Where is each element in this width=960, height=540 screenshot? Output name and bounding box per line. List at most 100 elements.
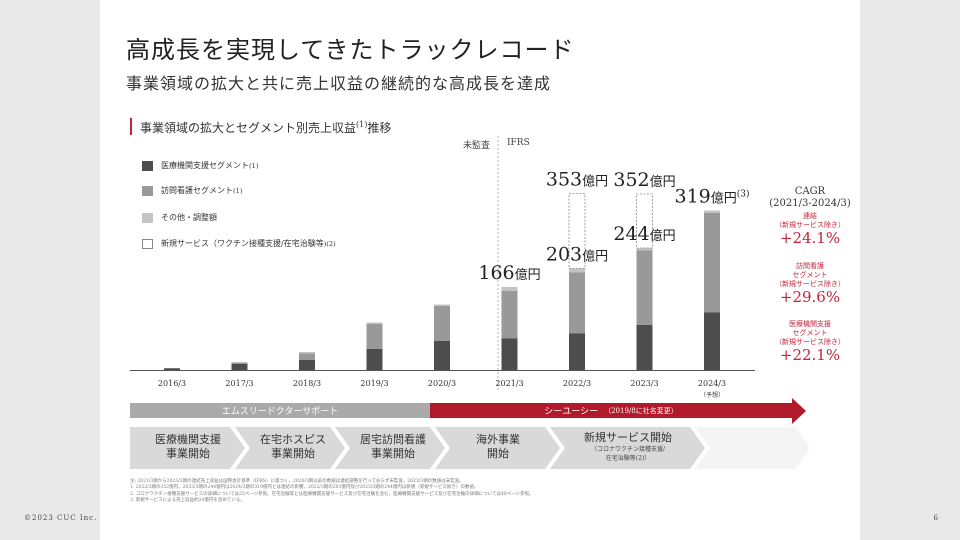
legend-item-nursing: 訪問看護セグメント (1) [142,185,242,196]
bar-2019-3-series-0 [366,349,383,370]
phase-3-line2: 事業開始 [371,447,415,460]
section-title-sup: (1) [356,120,368,129]
era-red-label: シーユーシー [544,407,599,417]
phase-home-hospice: 在宅ホスピス 事業開始 [243,426,343,468]
era-grey-label: エムスリードクターサポート [221,407,339,417]
phase-chevron-5 [550,427,705,469]
phase-2-line2: 事業開始 [271,447,315,460]
legend-sup-medical: (1) [249,161,259,170]
phase-chevron-1 [130,427,245,469]
era-arrow-head [792,398,806,424]
cagr-period: (2021/3-2024/3) [769,198,851,209]
cagr-nursing-label: 訪問看護 セグメント （新規サービス除き） [775,262,845,288]
cagr-consolidated-value: +24.1% [779,229,841,247]
phase-chevron-3 [335,427,445,469]
tick-label-2021-3: 2021/3 [495,379,523,388]
page-title: 高成長を実現してきたトラックレコード [126,36,575,64]
legend-swatch-new-service [142,238,153,249]
cagr-title: CAGR [794,186,826,197]
bar-2022-3-series-0 [569,333,585,370]
section-title-text: 事業領域の拡大とセグメント別売上収益 [140,121,357,135]
tick-label-2022-3: 2022/3 [563,379,591,388]
bar-2023-3-series-2 [636,248,653,251]
bar-2019-3-series-1 [366,324,383,349]
phase-new-services: 新規サービス開始 （コロナワクチン接種支援/ 在宅治験等(2)） [558,426,698,468]
bar-2018-3-series-0 [299,360,315,370]
footnote-2: 2. コロナワクチン接種支援サービスの詳細については25ページ参照。在宅治験等と… [130,491,534,497]
bar-2020-3-series-2 [434,304,450,306]
page-number: 6 [933,514,938,522]
phase-4-line1: 海外事業 [476,433,520,446]
cagr-medical-value: +22.1% [779,346,841,364]
era-bar-cuc: シーユーシー （2019/8に社名変更） [430,403,792,418]
legend-swatch-nursing [142,185,153,196]
footnote-3: 3. 新規サービスによる売上収益約24億円を含めている。 [130,498,245,504]
legend-label-nursing: 訪問看護セグメント [161,186,233,195]
bar-2017-3-series-2 [231,362,248,363]
bar-2018-3-series-2 [299,352,315,354]
cagr-consolidated: 連結 （新規サービス除き） +24.1% [760,212,860,247]
bar-2024-3-series-2 [704,210,720,213]
bar-label-2023-3-3: 244億円 [613,223,675,245]
ifrs-label: IFRS [507,138,530,148]
legend-sup-new-service: )(2) [323,239,336,248]
bar-2021-3-series-2 [501,287,518,291]
tick-label-2016-3: 2016/3 [158,379,186,388]
cagr-medical-label: 医療機関支援 セグメント （新規サービス除き） [775,320,845,346]
phase-home-nursing: 居宅訪問看護 事業開始 [343,426,443,468]
unaudited-label: 未監査 [463,141,491,151]
bar-label-2023-3-4: 352億円 [613,169,675,191]
legend-label-medical: 医療機関支援セグメント [161,161,249,170]
slide: 高成長を実現してきたトラックレコード 事業領域の拡大と共に売上収益の継続的な高成… [100,0,860,540]
page-subtitle: 事業領域の拡大と共に売上収益の継続的な高成長を達成 [126,74,552,93]
footnote-note: 注: 2021/3期から2023/3期の連結売上収益は国際会計基準（IFRS）に… [130,479,464,484]
legend-item-other: その他・調整額 [142,212,217,223]
phase-chevron-4 [435,427,560,469]
legend-item-medical: 医療機関支援セグメント (1) [142,160,258,171]
bar-label-2024-3-5: 319億円(3) [674,186,749,208]
phase-overseas: 海外事業 開始 [443,426,553,468]
cagr-header: CAGR (2021/3-2024/3) [760,186,860,210]
bar-2023-3-series-3 [636,193,653,249]
section-title: 事業領域の拡大とセグメント別売上収益(1)推移 [130,118,391,135]
bar-2022-3-series-2 [569,268,585,273]
footnote-1: 1. 2022/3期の352億円、2023/3期の244億円は2024/3期の3… [130,485,479,491]
legend-swatch-medical [142,160,153,171]
footnotes: 注: 2021/3期から2023/3期の連結売上収益は国際会計基準（IFRS）に… [130,479,830,505]
revenue-bar-chart: 2016/3 2017/3 2018/3 2019/3 2020/3 2021/3 2022… [130,136,755,399]
tick-note-2024-3: （予想） [700,391,724,399]
tick-label-2019-3: 2019/3 [360,379,388,388]
phase-5-line1: 新規サービス開始 [584,431,672,444]
tick-label-2023-3: 2023/3 [630,379,658,388]
bar-2022-3-series-3 [568,193,586,269]
bar-2016-3-series-0 [164,368,180,370]
era-bar-m3-doctor-support: エムスリードクターサポート [130,403,430,418]
legend-sup-nursing: (1) [233,186,243,195]
cagr-nursing-value: +29.6% [779,288,841,306]
bar-2023-3-series-0 [636,325,653,370]
phase-3-line1: 居宅訪問看護 [360,433,426,446]
phase-chevron-6 [695,427,810,469]
section-title-suffix: 推移 [367,121,392,135]
bar-2016-3-series-1 [164,368,180,369]
legend-label-new-service: 新規サービス（ワクチン接種支援/在宅治験等 [161,239,324,248]
bar-2021-3-series-1 [501,291,518,339]
bar-label-2022-3-1: 203億円 [546,244,608,266]
bar-2017-3-series-1 [231,363,248,364]
bar-2017-3-series-0 [231,364,248,370]
phase-2-line1: 在宅ホスピス [260,433,326,446]
bar-2019-3-series-2 [366,322,383,324]
bar-2018-3-series-1 [299,353,315,360]
phase-chevrons [130,427,810,469]
bar-2023-3-series-1 [636,250,653,325]
cagr-nursing: 訪問看護 セグメント （新規サービス除き） +29.6% [760,262,860,306]
legend-swatch-other [142,212,153,223]
bar-2020-3-series-0 [434,341,450,370]
phase-1-line2: 事業開始 [166,447,210,460]
bar-label-2022-3-2: 353億円 [546,169,608,191]
phase-5-sub: （コロナワクチン接種支援/ 在宅治験等(2)） [590,446,666,462]
cagr-medical: 医療機関支援 セグメント （新規サービス除き） +22.1% [760,320,860,364]
cagr-consolidated-label: 連結 （新規サービス除き） [775,212,845,229]
legend-item-new-service: 新規サービス（ワクチン接種支援/在宅治験等)(2) [142,238,336,249]
tick-label-2024-3: 2024/3 [698,379,726,388]
